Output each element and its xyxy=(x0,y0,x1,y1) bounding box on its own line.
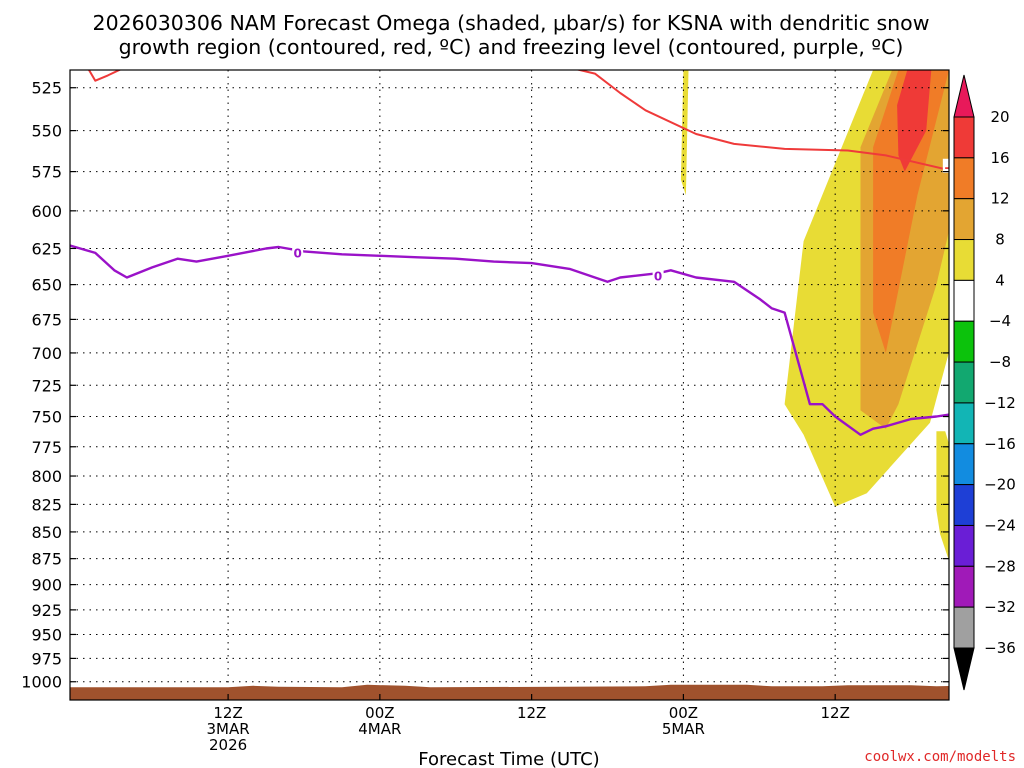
colorbar-label-6: −8 xyxy=(989,353,1011,371)
x-axis-label: Forecast Time (UTC) xyxy=(418,749,599,768)
x-tick-label-18-l2: 4MAR xyxy=(358,720,401,738)
colorbar-box-12 xyxy=(953,606,975,649)
colorbar-box-0 xyxy=(953,116,975,159)
colorbar-box-2 xyxy=(953,198,975,241)
x-tick-label-42-l2: 5MAR xyxy=(662,720,705,738)
y-tick-label-650: 650 xyxy=(31,276,62,295)
y-tick-label-925: 925 xyxy=(31,601,62,620)
colorbar-box-11 xyxy=(953,565,975,608)
colorbar: 20 16 12 8 4 −4 −8 −12 −16 −20 −24 −28 −32 −36 xyxy=(953,74,1016,691)
y-tick-label-725: 725 xyxy=(31,376,62,395)
y-tick-label-750: 750 xyxy=(31,408,62,427)
y-tick-label-975: 975 xyxy=(31,649,62,668)
x-tick-label-42-l1: 00Z xyxy=(669,704,698,722)
freezing-contour-label-1-bg xyxy=(292,244,304,259)
y-tick-label-675: 675 xyxy=(31,310,62,329)
x-tick-label-18-l1: 00Z xyxy=(365,704,394,722)
colorbar-label-2: 12 xyxy=(990,190,1009,208)
colorbar-box-1 xyxy=(953,157,975,200)
y-tick-label-550: 550 xyxy=(31,122,62,141)
terrain-band xyxy=(70,684,949,700)
omega-region-4-8-1 xyxy=(680,70,689,196)
freezing-contour-label-2: 0 xyxy=(654,270,662,284)
y-tick-label-900: 900 xyxy=(31,576,62,595)
omega-region-16-20-6 xyxy=(897,70,932,172)
colorbar-box-5 xyxy=(953,320,975,363)
y-tick-label-875: 875 xyxy=(31,550,62,569)
colorbar-label-8: −16 xyxy=(984,435,1016,453)
colorbar-box-6 xyxy=(953,361,975,404)
colorbar-label-9: −20 xyxy=(984,476,1016,494)
x-tick-label-30-l1: 12Z xyxy=(517,704,546,722)
colorbar-box-7 xyxy=(953,402,975,445)
colorbar-box-8 xyxy=(953,443,975,486)
y-tick-label-1000: 1000 xyxy=(21,673,62,692)
colorbar-label-3: 8 xyxy=(995,231,1005,249)
x-tick-label-6-l3: 2026 xyxy=(209,736,247,754)
colorbar-box-9 xyxy=(953,484,975,526)
contour-lines: -12000 xyxy=(70,70,966,436)
freezing-level-contour xyxy=(70,244,949,436)
terrain-surface xyxy=(70,684,949,700)
colorbar-label-4: 4 xyxy=(995,271,1005,289)
y-tick-label-775: 775 xyxy=(31,438,62,457)
colorbar-box-4 xyxy=(953,279,975,322)
colorbar-bottom-triangle xyxy=(953,647,975,691)
colorbar-box-10 xyxy=(953,524,975,567)
colorbar-label-7: −12 xyxy=(984,394,1016,412)
omega-region-4-8-2 xyxy=(936,431,949,561)
colorbar-label-1: 16 xyxy=(990,149,1009,167)
colorbar-label-12: −32 xyxy=(984,598,1016,616)
freezing-contour-label-2-bg xyxy=(652,268,664,283)
x-tick-label-6-l2: 3MAR xyxy=(207,720,250,738)
dgz-contour-label: -12 xyxy=(944,160,966,174)
colorbar-label-5: −4 xyxy=(989,312,1011,330)
omega-region-12-16-5 xyxy=(873,70,949,353)
y-tick-label-575: 575 xyxy=(31,163,62,182)
pressure-axis: 525 550 575 600 625 650 675 700 725 750 775 800 825 8… xyxy=(21,79,949,692)
y-tick-label-700: 700 xyxy=(31,344,62,363)
y-tick-label-600: 600 xyxy=(31,202,62,221)
y-tick-label-825: 825 xyxy=(31,495,62,514)
colorbar-label-11: −28 xyxy=(984,557,1016,575)
colorbar-box-3 xyxy=(953,239,975,281)
credit-text: coolwx.com/modelts xyxy=(864,749,1016,765)
colorbar-label-0: 20 xyxy=(990,108,1009,126)
y-tick-label-525: 525 xyxy=(31,79,62,98)
dgz-contour-label-bg xyxy=(942,158,949,173)
x-tick-label-54-l1: 12Z xyxy=(820,704,849,722)
y-tick-label-800: 800 xyxy=(31,467,62,486)
y-tick-label-950: 950 xyxy=(31,625,62,644)
grid-lines xyxy=(70,70,949,700)
chart-title-line-2: growth region (contoured, red, ºC) and f… xyxy=(119,35,904,59)
y-tick-label-850: 850 xyxy=(31,523,62,542)
colorbar-label-10: −24 xyxy=(984,516,1016,534)
omega-shading xyxy=(680,70,949,561)
chart-title-line-1: 2026030306 NAM Forecast Omega (shaded, μ… xyxy=(93,11,930,35)
colorbar-label-13: −36 xyxy=(984,639,1016,657)
y-tick-label-625: 625 xyxy=(31,239,62,258)
freezing-contour-label-1: 0 xyxy=(293,246,301,260)
x-tick-label-6-l1: 12Z xyxy=(213,704,242,722)
